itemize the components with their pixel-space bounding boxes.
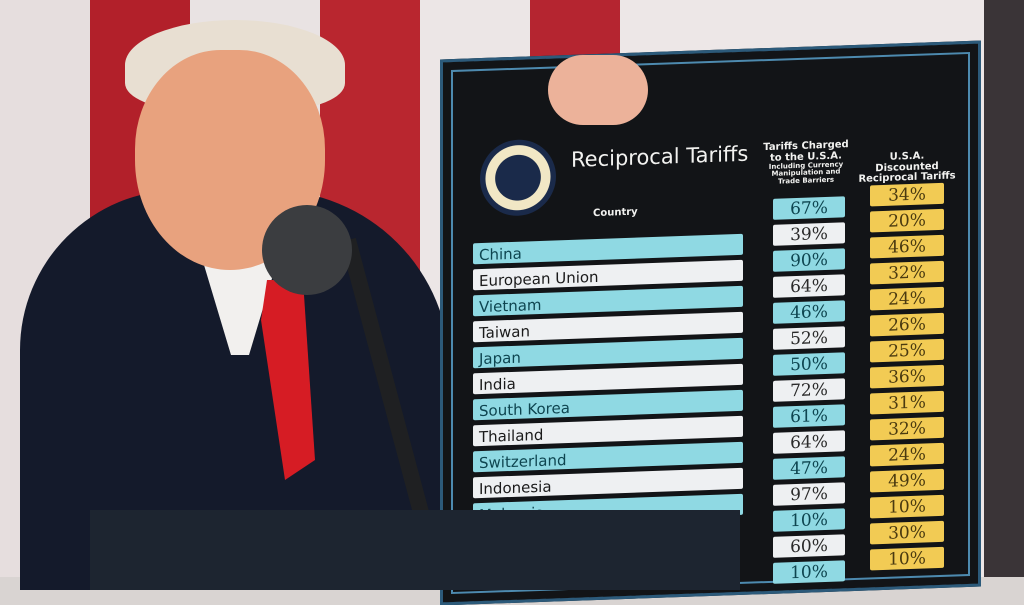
charged-row: 97% [773,482,845,506]
discounted-row: 26% [870,312,944,337]
presidential-seal [480,138,556,218]
microphone [262,205,352,295]
discounted-row: 46% [870,234,944,259]
discounted-row: 30% [870,520,944,545]
countries-row: European Union [473,259,743,291]
discounted-row: 25% [870,338,944,363]
discounted-row: 10% [870,546,944,571]
charged-row: 64% [773,430,845,454]
charged-row: 52% [773,326,845,350]
charged-row: 10% [773,508,845,532]
podium [90,510,740,590]
charged-row: 10% [773,560,845,584]
background-shadow [984,0,1024,577]
discounted-column: 34% 20% 46% 32% 24% 26% 25% 36% 31% 32% 24% 49% 10% 3… [870,182,944,571]
countries-row: Indonesia [473,467,743,499]
charged-row: 64% [773,274,845,298]
countries-row: Japan [473,337,743,369]
discounted-row: 49% [870,468,944,493]
charged-row: 47% [773,456,845,480]
charged-row: 61% [773,404,845,428]
countries-row: Vietnam [473,285,743,317]
board-title: Reciprocal Tariffs [571,141,749,172]
charged-row: 50% [773,352,845,376]
discounted-row: 10% [870,494,944,519]
discounted-row: 36% [870,364,944,389]
charged-row: 67% [773,196,845,220]
charged-header: Tariffs Charged to the U.S.A. Including C… [761,139,851,186]
discounted-row: 32% [870,260,944,285]
discounted-row: 32% [870,416,944,441]
countries-row: Switzerland [473,441,743,473]
charged-row: 90% [773,248,845,272]
discounted-row: 20% [870,208,944,233]
countries-row: Taiwan [473,311,743,343]
discounted-row: 24% [870,442,944,467]
charged-row: 60% [773,534,845,558]
country-column: China European Union Vietnam Taiwan Japan Ind… [473,233,743,525]
countries-row: China [473,233,743,265]
charged-row: 46% [773,300,845,324]
charged-row: 39% [773,222,845,246]
country-header: Country [593,206,638,220]
discounted-row: 24% [870,286,944,311]
charged-column: 67% 39% 90% 64% 46% 52% 50% 72% 61% 64% 47% 97% 10% 6… [773,196,845,584]
countries-row: South Korea [473,389,743,421]
hand [548,55,648,125]
discounted-row: 34% [870,182,944,207]
countries-row: India [473,363,743,395]
discounted-row: 31% [870,390,944,415]
charged-row: 72% [773,378,845,402]
charged-subheader: Including Currency Manipulation and Trad… [768,160,844,186]
discounted-header: U.S.A. Discounted Reciprocal Tariffs [858,150,956,185]
countries-row: Thailand [473,415,743,447]
